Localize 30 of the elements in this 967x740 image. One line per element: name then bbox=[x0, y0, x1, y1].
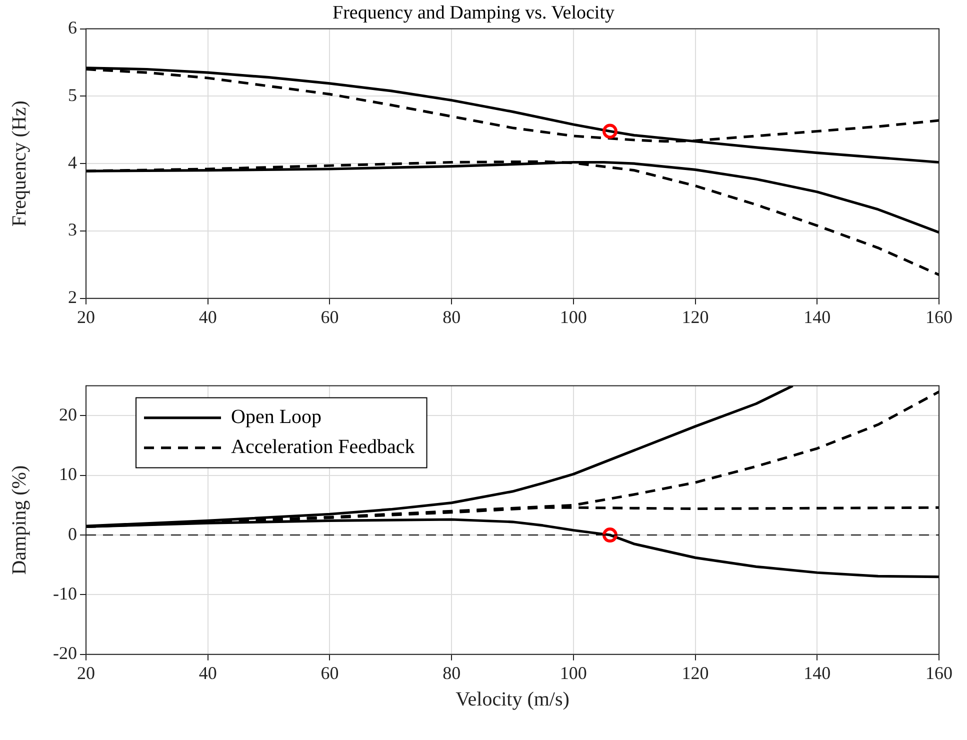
x-tick-label: 100 bbox=[560, 662, 587, 683]
x-tick-label: 40 bbox=[198, 662, 217, 683]
y-tick-label: 5 bbox=[68, 84, 77, 105]
y-tick-label: -10 bbox=[53, 583, 77, 604]
y-tick-label: 3 bbox=[68, 220, 77, 240]
x-tick-label: 140 bbox=[804, 662, 831, 683]
x-tick-label: 140 bbox=[804, 306, 831, 327]
y-tick-label: 4 bbox=[68, 152, 77, 172]
x-tick-label: 60 bbox=[320, 662, 339, 683]
x-tick-label: 160 bbox=[926, 662, 952, 683]
y-tick-label: -20 bbox=[53, 643, 77, 664]
x-tick-label: 100 bbox=[560, 306, 587, 327]
legend-label: Open Loop bbox=[231, 406, 322, 428]
y-tick-label: 2 bbox=[68, 287, 77, 308]
x-tick-label: 60 bbox=[320, 306, 339, 327]
y-axis-title: Frequency (Hz) bbox=[8, 100, 30, 227]
x-tick-label: 40 bbox=[198, 306, 217, 327]
y-tick-label: 10 bbox=[59, 464, 77, 484]
x-tick-label: 80 bbox=[442, 662, 461, 683]
x-tick-label: 160 bbox=[926, 306, 952, 327]
y-tick-label: 0 bbox=[68, 524, 77, 544]
legend-label: Acceleration Feedback bbox=[231, 436, 415, 458]
y-tick-label: 6 bbox=[68, 18, 77, 38]
x-axis-title: Velocity (m/s) bbox=[456, 688, 570, 710]
x-tick-label: 120 bbox=[682, 662, 709, 683]
x-tick-label: 80 bbox=[442, 306, 461, 327]
y-axis-title: Damping (%) bbox=[8, 465, 30, 575]
y-tick-label: 20 bbox=[59, 404, 77, 424]
x-tick-label: 120 bbox=[682, 306, 709, 327]
chart-title: Frequency and Damping vs. Velocity bbox=[332, 2, 615, 24]
